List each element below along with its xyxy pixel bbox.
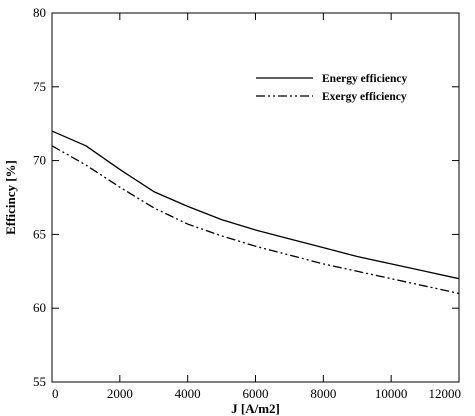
- x-tick-label: 12000: [429, 386, 462, 401]
- legend-label-0: Energy efficiency: [322, 73, 408, 85]
- legend-label-1: Exergy efficiency: [322, 91, 407, 103]
- series-layer: [51, 130, 460, 295]
- x-tick-label: 0: [52, 386, 59, 401]
- y-ticks: 55 60 65 70 75 80: [33, 5, 459, 389]
- x-tick-label: 10000: [375, 386, 408, 401]
- x-tick-label: 2000: [107, 386, 133, 401]
- series-line-0: [51, 130, 460, 280]
- y-tick-label: 60: [33, 300, 46, 315]
- x-tick-label: 8000: [310, 386, 336, 401]
- y-tick-label: 80: [33, 5, 46, 20]
- x-tick-label: 6000: [243, 386, 269, 401]
- y-tick-label: 55: [33, 374, 46, 389]
- legend: Energy efficiency Exergy efficiency: [256, 73, 408, 103]
- y-tick-label: 70: [33, 153, 46, 168]
- y-tick-label: 75: [33, 79, 46, 94]
- x-axis-title: J [A/m2]: [231, 401, 280, 416]
- x-ticks: 0 2000 4000 6000 8000 10000 12000: [51, 13, 462, 401]
- y-tick-label: 65: [33, 226, 46, 241]
- y-axis-title: Efficincy [%]: [3, 160, 18, 235]
- plot-area: [51, 12, 460, 383]
- series-line-1: [51, 145, 460, 295]
- x-tick-label: 4000: [175, 386, 201, 401]
